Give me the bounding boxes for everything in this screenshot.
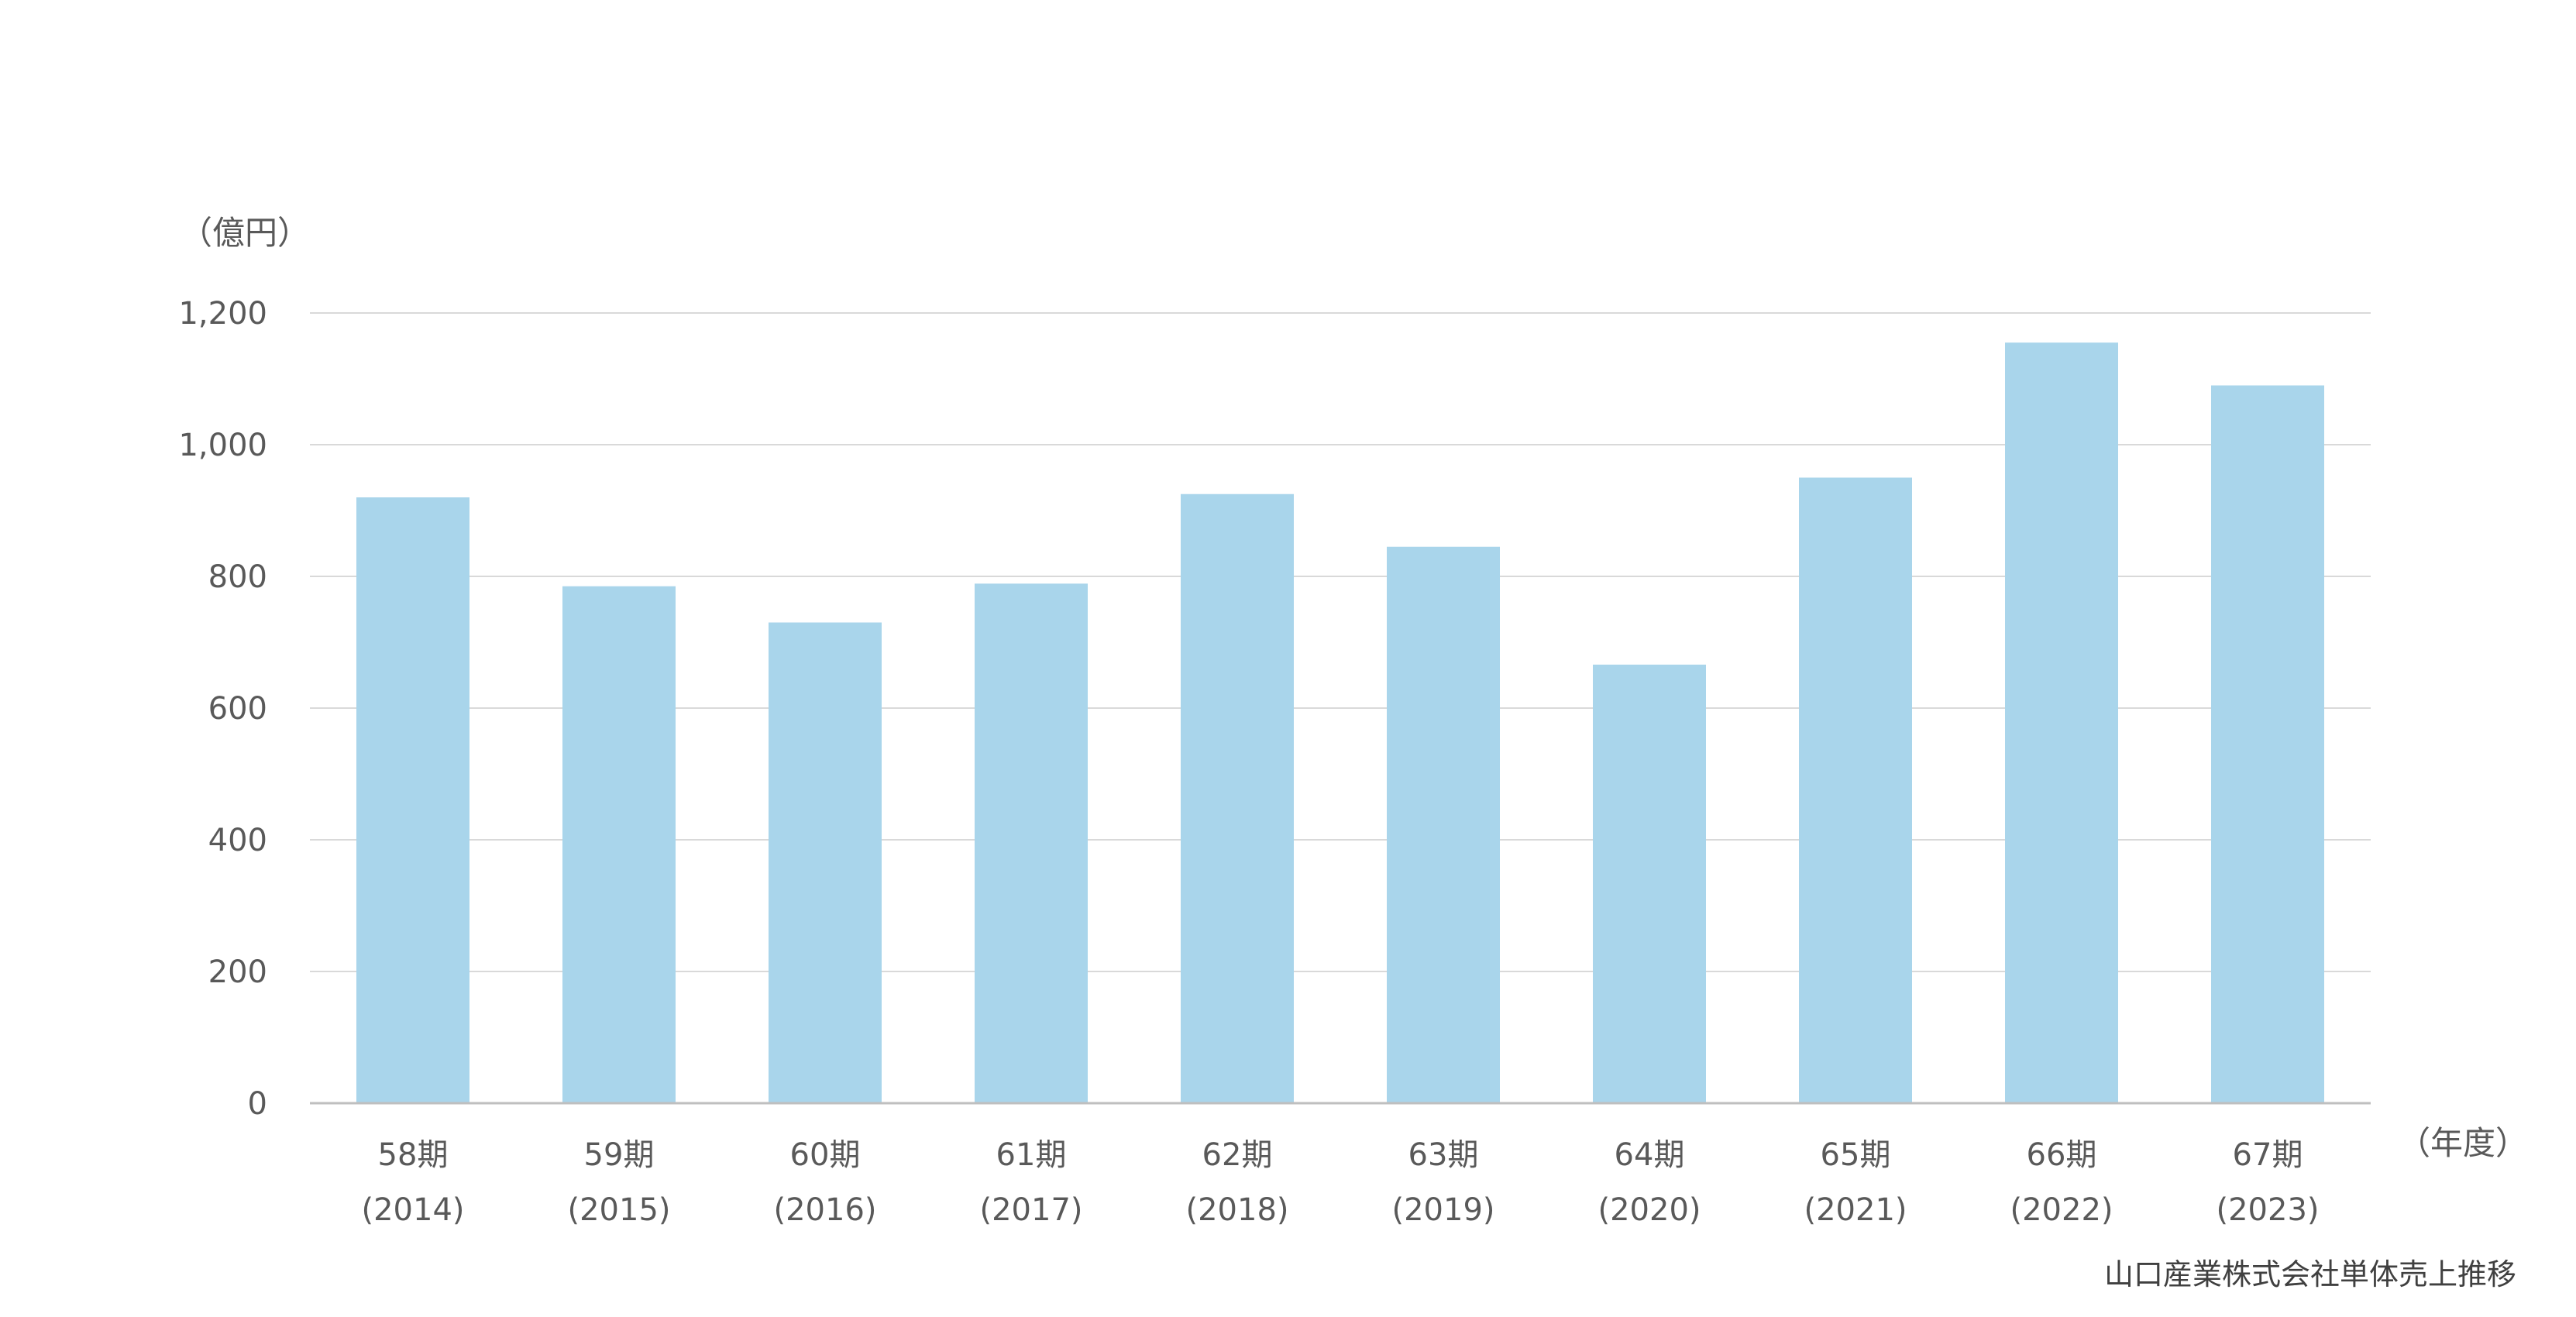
bar [1799, 477, 1912, 1103]
y-tick-label: 1,200 [178, 296, 267, 332]
x-tick-label-year: (2016) [773, 1192, 876, 1228]
x-tick-label-year: (2019) [1391, 1192, 1494, 1228]
x-tick-label-period: 67期 [2233, 1137, 2303, 1173]
bar [769, 622, 882, 1103]
source-note: 山口産業株式会社単体売上推移 [2104, 1257, 2516, 1291]
x-tick-label-period: 64期 [1615, 1137, 1685, 1173]
x-tick-label-period: 59期 [584, 1137, 655, 1173]
bar [1387, 546, 1500, 1103]
x-tick-label-period: 61期 [996, 1137, 1067, 1173]
x-tick-label-period: 63期 [1408, 1137, 1479, 1173]
y-tick-label: 200 [208, 954, 267, 990]
y-tick-label: 600 [208, 691, 267, 727]
x-tick-labels: 58期 (2014) 59期 (2015) 60期 (2016) 61期 (2017) 62期 (… [361, 1137, 2319, 1228]
x-tick-label-period: 66期 [2027, 1137, 2097, 1173]
x-tick-label-year: (2020) [1598, 1192, 1701, 1228]
x-tick-label-period: 62期 [1202, 1137, 1273, 1173]
bars [356, 342, 2324, 1103]
y-tick-labels: 0 200 400 600 800 1,000 1,200 [178, 296, 267, 1122]
x-tick-label-year: (2023) [2216, 1192, 2319, 1228]
y-tick-label: 1,000 [178, 428, 267, 463]
x-tick-label-period: 65期 [1821, 1137, 1891, 1173]
x-tick-label-period: 60期 [790, 1137, 861, 1173]
y-axis-unit-label: （億円） [180, 214, 310, 252]
x-tick-label-period: 58期 [378, 1137, 449, 1173]
y-tick-label: 0 [248, 1086, 267, 1122]
x-tick-label-year: (2015) [567, 1192, 670, 1228]
x-tick-label-year: (2018) [1185, 1192, 1288, 1228]
bar [2211, 385, 2324, 1103]
bar [975, 583, 1088, 1103]
y-tick-label: 400 [208, 823, 267, 858]
x-tick-label-year: (2022) [2010, 1192, 2113, 1228]
bar [1181, 493, 1294, 1103]
bar [2005, 342, 2118, 1103]
x-axis-unit-label: （年度） [2398, 1124, 2528, 1162]
x-tick-label-year: (2021) [1804, 1192, 1907, 1228]
bar [562, 586, 676, 1103]
bar [1593, 664, 1706, 1103]
bar [356, 497, 469, 1103]
y-tick-label: 800 [208, 559, 267, 595]
x-tick-label-year: (2014) [361, 1192, 464, 1228]
x-tick-label-year: (2017) [979, 1192, 1082, 1228]
